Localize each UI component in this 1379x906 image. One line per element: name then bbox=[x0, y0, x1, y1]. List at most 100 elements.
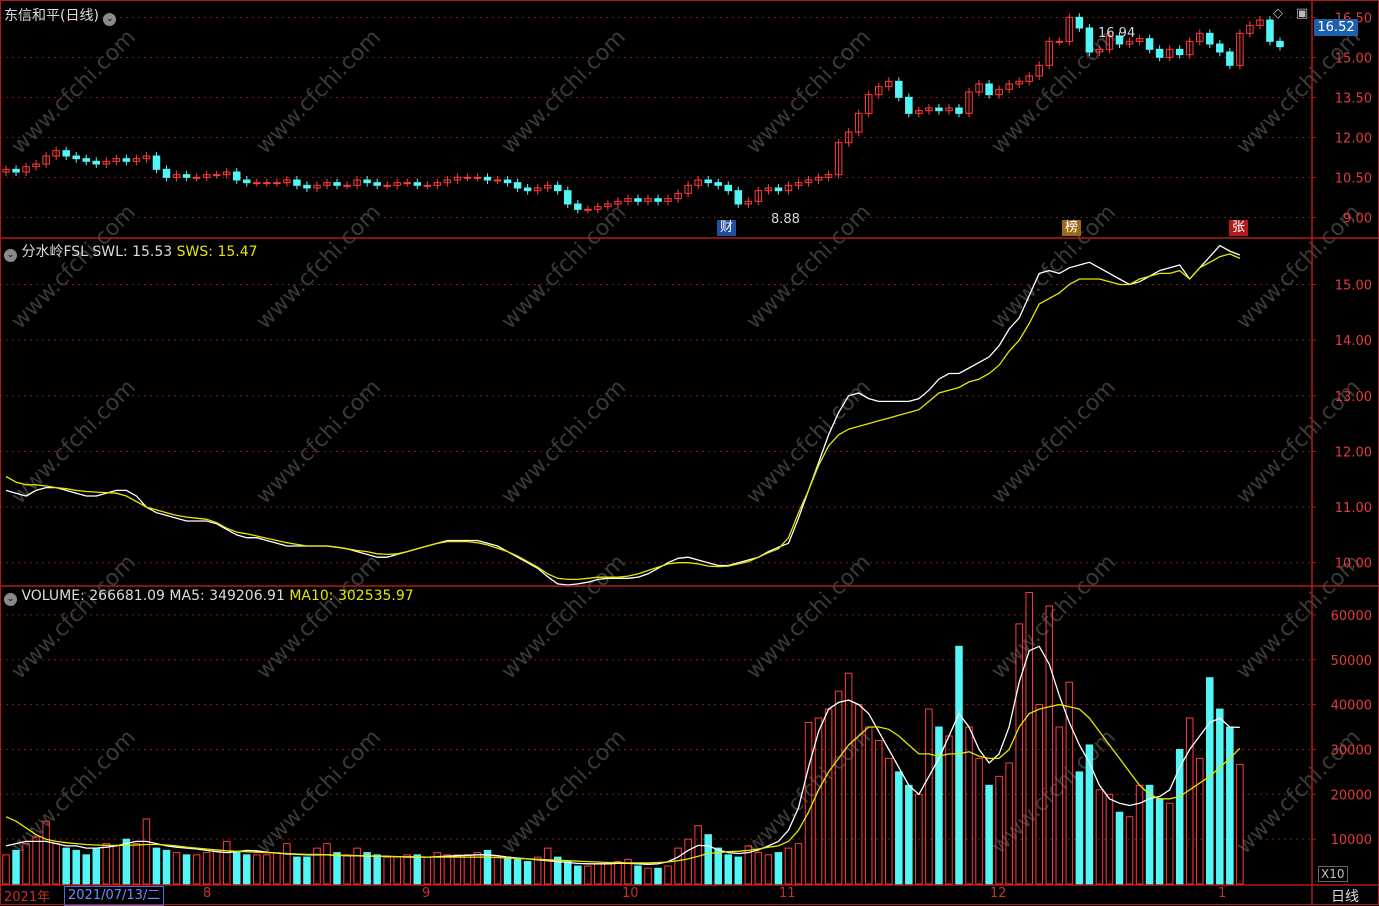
volume-bar bbox=[293, 856, 301, 885]
limit-up-tag[interactable]: 张 bbox=[1229, 220, 1249, 236]
volume-bar bbox=[433, 852, 442, 885]
volume-bar bbox=[714, 847, 722, 885]
volume-bar bbox=[212, 849, 221, 885]
candle-body bbox=[383, 184, 391, 187]
chevron-down-icon[interactable]: ⌄ bbox=[4, 593, 17, 606]
ma10-label: MA10: bbox=[289, 588, 334, 604]
watermark-text: www.cfchi.com bbox=[987, 200, 1121, 334]
chart-title[interactable]: 东信和平(日线) ⌄ bbox=[4, 5, 117, 26]
volume-bar bbox=[624, 858, 632, 885]
volume-bar bbox=[383, 856, 391, 885]
volume-bar bbox=[553, 856, 562, 885]
volume-bar bbox=[363, 852, 371, 885]
volume-bar bbox=[523, 861, 532, 885]
chevron-down-icon[interactable]: ⌄ bbox=[103, 13, 117, 26]
candle-body bbox=[543, 184, 552, 189]
candle-body bbox=[634, 198, 642, 202]
candle-body bbox=[152, 155, 161, 170]
candle-body bbox=[1075, 16, 1084, 29]
volume-bar bbox=[1145, 784, 1154, 885]
candle-body bbox=[905, 96, 913, 114]
candlestick-series[interactable] bbox=[2, 13, 1284, 214]
min-price-label: 8.88 bbox=[771, 212, 800, 227]
volume-bar bbox=[303, 856, 311, 885]
candle-body bbox=[965, 91, 973, 114]
candle-body bbox=[42, 155, 50, 165]
x-axis-cursor-date[interactable]: 2021/07/13/二 bbox=[64, 886, 165, 906]
watermark-text: www.cfchi.com bbox=[497, 200, 631, 334]
candle-body bbox=[313, 184, 321, 189]
candle-body bbox=[303, 184, 311, 189]
volume-bar bbox=[202, 852, 211, 885]
sws-line bbox=[5, 253, 1241, 581]
candle-body bbox=[222, 171, 231, 176]
diamond-icon[interactable]: ◇ bbox=[1273, 6, 1283, 21]
fsl-tick-label: 13.00 bbox=[1335, 390, 1372, 405]
volume-tick-label: 60000 bbox=[1331, 609, 1372, 624]
volume-series[interactable] bbox=[2, 591, 1244, 885]
candle-body bbox=[192, 176, 201, 179]
volume-tick-label: 30000 bbox=[1331, 743, 1372, 758]
ranking-tag[interactable]: 榜 bbox=[1062, 220, 1082, 236]
volume-bar bbox=[82, 854, 91, 885]
candle-body bbox=[764, 187, 773, 192]
candle-body bbox=[734, 190, 743, 205]
swl-line bbox=[5, 244, 1241, 586]
candle-body bbox=[413, 182, 422, 186]
volume-bar bbox=[1095, 789, 1104, 885]
candle-body bbox=[343, 184, 351, 187]
candle-body bbox=[834, 142, 843, 176]
x-axis-month: 11 bbox=[779, 886, 796, 901]
candle-body bbox=[1115, 35, 1124, 45]
volume-bar bbox=[52, 843, 60, 885]
watermark-text: www.cfchi.com bbox=[987, 725, 1121, 859]
volume-bar bbox=[694, 825, 702, 885]
volume-bar bbox=[1035, 704, 1044, 885]
candle-body bbox=[523, 187, 532, 192]
candle-body bbox=[925, 107, 933, 112]
candle-body bbox=[1035, 64, 1044, 77]
price-tick-label: 10.50 bbox=[1335, 171, 1372, 186]
candle-body bbox=[82, 158, 91, 162]
candle-body bbox=[1045, 40, 1054, 66]
watermark-text: www.cfchi.com bbox=[7, 375, 141, 509]
candle-body bbox=[1005, 83, 1013, 90]
x-axis-month: 9 bbox=[422, 886, 431, 901]
window-icon[interactable]: ▣ bbox=[1296, 6, 1309, 21]
chevron-down-icon[interactable]: ⌄ bbox=[4, 249, 17, 262]
candle-body bbox=[1175, 48, 1184, 56]
watermark-text: www.cfchi.com bbox=[7, 25, 141, 159]
volume-value: 266681.09 bbox=[89, 588, 165, 604]
stock-title: 东信和平(日线) bbox=[4, 8, 99, 24]
candle-body bbox=[1065, 16, 1074, 42]
volume-bar bbox=[604, 863, 612, 885]
fsl-lines[interactable] bbox=[5, 244, 1241, 586]
candle-body bbox=[22, 166, 30, 173]
volume-header: ⌄ VOLUME: 266681.09 MA5: 349206.91 MA10:… bbox=[4, 588, 414, 606]
candle-body bbox=[1236, 32, 1244, 66]
volume-bar bbox=[935, 726, 943, 885]
swl-value: 15.53 bbox=[132, 244, 173, 260]
candle-body bbox=[975, 83, 983, 93]
fsl-name: 分水岭FSL bbox=[21, 244, 88, 260]
candle-body bbox=[503, 179, 512, 184]
volume-bar bbox=[1125, 816, 1134, 885]
candle-body bbox=[724, 184, 733, 192]
finance-tag[interactable]: 财 bbox=[717, 220, 737, 236]
fsl-tick-label: 12.00 bbox=[1335, 445, 1372, 460]
volume-bar bbox=[774, 852, 783, 885]
volume-bar bbox=[483, 849, 492, 885]
candle-body bbox=[553, 184, 562, 192]
volume-bar bbox=[1015, 623, 1023, 885]
period-button[interactable]: 日线 bbox=[1331, 889, 1359, 905]
volume-bar bbox=[594, 863, 602, 885]
fsl-header: ⌄ 分水岭FSL SWL: 15.53 SWS: 15.47 bbox=[4, 241, 258, 262]
watermark-text: www.cfchi.com bbox=[987, 375, 1121, 509]
volume-bar bbox=[323, 843, 331, 885]
fsl-tick-label: 11.00 bbox=[1335, 501, 1372, 516]
volume-bar bbox=[393, 856, 401, 885]
volume-bar bbox=[1115, 811, 1124, 885]
volume-bar bbox=[92, 847, 101, 885]
x-axis-month: 1 bbox=[1218, 886, 1227, 901]
